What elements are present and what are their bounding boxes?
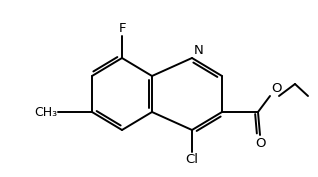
- Text: O: O: [255, 137, 265, 150]
- Text: O: O: [271, 82, 281, 95]
- Text: F: F: [118, 22, 126, 35]
- Text: CH₃: CH₃: [34, 105, 57, 118]
- Text: Cl: Cl: [185, 153, 198, 166]
- Text: N: N: [194, 44, 204, 57]
